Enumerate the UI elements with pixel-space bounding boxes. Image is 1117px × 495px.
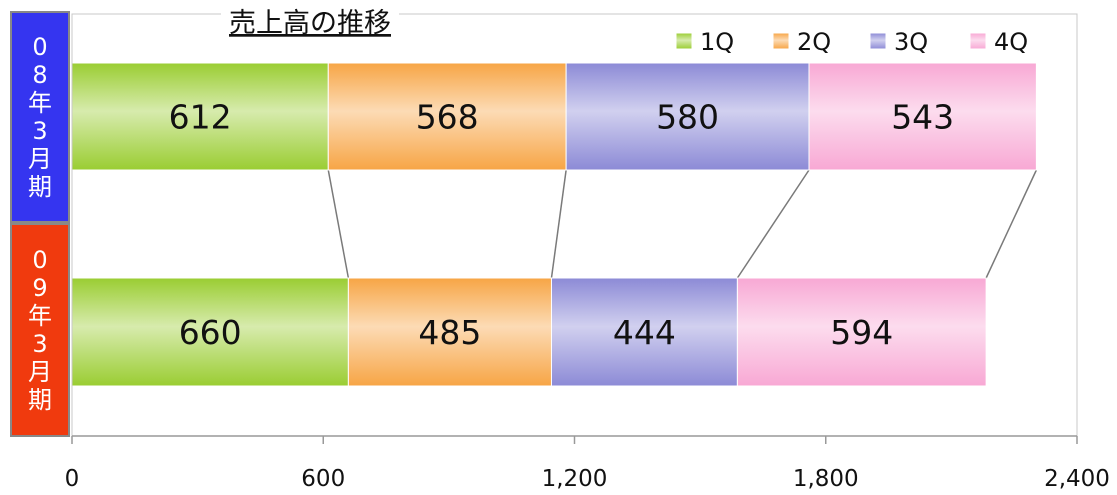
category-labels: 0 8 年 3 月期 0 9 年 3 月期 xyxy=(10,11,70,437)
connector-line xyxy=(550,169,567,279)
x-tick-label: 0 xyxy=(65,466,80,492)
x-tick-label: 1,800 xyxy=(793,466,859,492)
bar-4Q-cat0 xyxy=(808,62,1037,171)
data-label: 612 xyxy=(169,98,232,137)
legend-swatch xyxy=(772,32,790,50)
category-label: 0 9 年 3 月期 xyxy=(28,246,52,414)
category-label-box xyxy=(10,11,70,223)
series-connector-lines xyxy=(327,169,1038,279)
legend-label: 3Q xyxy=(894,28,928,56)
category-label-box xyxy=(10,223,70,437)
data-label: 444 xyxy=(613,313,676,352)
connector-line xyxy=(985,169,1038,279)
bars-group: 612 568 580 543 660 485 444 594 xyxy=(71,62,1037,387)
bar-3Q-cat0 xyxy=(565,62,810,171)
legend-swatch xyxy=(869,32,887,50)
bar-3Q-cat1 xyxy=(550,277,738,387)
x-tick-label: 2,400 xyxy=(1044,466,1110,492)
data-label: 543 xyxy=(891,98,954,137)
category-label: 0 8 年 3 月期 xyxy=(28,33,52,201)
data-label: 568 xyxy=(416,98,479,137)
bar-1Q-cat1 xyxy=(71,277,349,387)
data-label: 594 xyxy=(830,313,893,352)
legend: 1Q 2Q 3Q 4Q xyxy=(675,28,1028,56)
bar-1Q-cat0 xyxy=(71,62,329,171)
bar-4Q-cat1 xyxy=(736,277,987,387)
legend-label: 1Q xyxy=(700,28,734,56)
data-label: 485 xyxy=(418,313,481,352)
legend-label: 4Q xyxy=(994,28,1028,56)
legend-swatch xyxy=(675,32,693,50)
title-backdrop xyxy=(221,6,399,43)
connector-line xyxy=(736,169,810,279)
data-label: 580 xyxy=(656,98,719,137)
x-axis: 0 600 1,200 1,800 2,400 xyxy=(65,13,1110,492)
chart-title: 売上高の推移 xyxy=(229,8,391,39)
x-tick-label: 1,200 xyxy=(542,466,608,492)
bar-2Q-cat1 xyxy=(347,277,552,387)
legend-label: 2Q xyxy=(797,28,831,56)
data-label: 660 xyxy=(179,313,242,352)
legend-swatch xyxy=(969,32,987,50)
bar-2Q-cat0 xyxy=(327,62,567,171)
x-tick-label: 600 xyxy=(301,466,345,492)
connector-line xyxy=(327,169,350,279)
